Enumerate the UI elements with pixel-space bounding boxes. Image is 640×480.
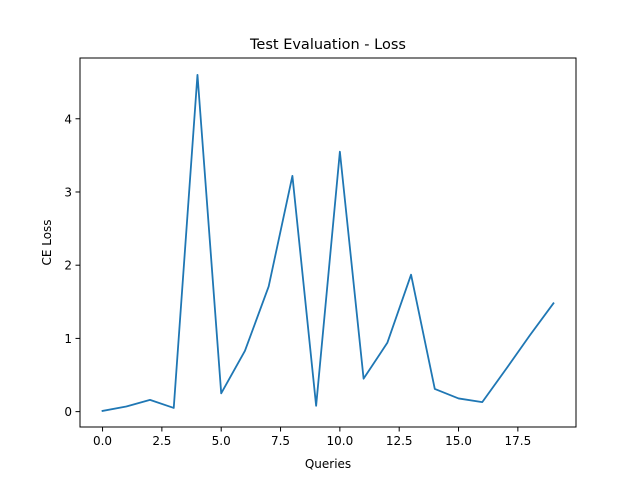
x-tick-label: 12.5 [386, 434, 413, 448]
y-tick-label: 2 [64, 259, 72, 273]
chart-title: Test Evaluation - Loss [249, 37, 406, 53]
plot-area: 0.0 2.5 5.0 7.5 10.0 12.5 15.0 17.5 0 1 2 3 4 [64, 57, 577, 448]
x-tick-label: 10.0 [327, 434, 354, 448]
axes-frame [79, 57, 577, 428]
x-tick-label: 5.0 [212, 434, 231, 448]
x-tick-label: 15.0 [445, 434, 472, 448]
y-tick-label: 0 [64, 405, 72, 419]
x-tick-label: 0.0 [93, 434, 112, 448]
x-tick-label: 7.5 [271, 434, 290, 448]
series-line-0 [101, 73, 555, 412]
x-axis-label: Queries [305, 457, 351, 471]
x-tick-label: 17.5 [504, 434, 531, 448]
y-axis-label: CE Loss [40, 219, 54, 265]
y-tick-label: 4 [64, 112, 72, 126]
y-tick-label: 3 [64, 185, 72, 199]
y-tick-label: 1 [64, 332, 72, 346]
x-tick-label: 2.5 [152, 434, 171, 448]
